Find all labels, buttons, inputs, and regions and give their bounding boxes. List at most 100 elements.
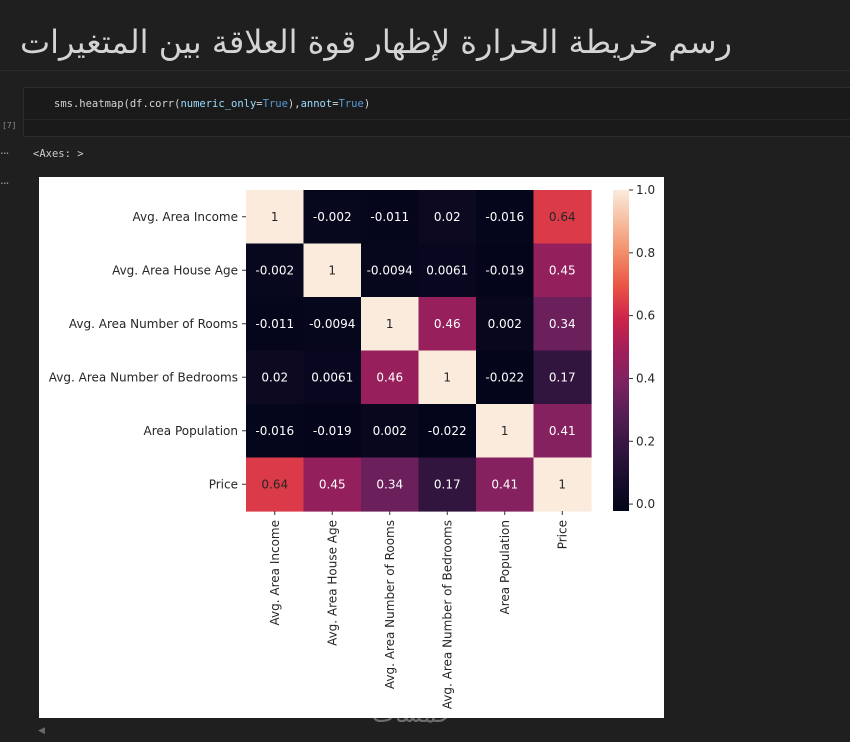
heatmap-cell [476, 243, 535, 298]
x-tick-label: Price [555, 520, 569, 549]
heatmap-cell [246, 297, 305, 352]
cell-annotation: 0.46 [434, 317, 461, 331]
cell-annotation: 0.0061 [311, 370, 353, 384]
cell-annotation: -0.011 [255, 317, 294, 331]
heatmap-cell [246, 404, 305, 459]
cell-annotation: 0.41 [549, 424, 576, 438]
cell-annotation: 1 [558, 477, 566, 491]
cell-annotation: 0.41 [491, 477, 518, 491]
scroll-left-arrow[interactable]: ◀ [38, 726, 45, 736]
output-collapse-ellipsis[interactable]: ... [0, 173, 10, 187]
cell-annotation: 0.64 [261, 477, 288, 491]
cell-annotation: 0.46 [376, 370, 403, 384]
heatmap-svg: 1 -0.002 -0.011 0.02 -0.016 0.64 -0.002 1 -0.009… [49, 183, 655, 709]
cell-annotation: 0.002 [373, 424, 407, 438]
heatmap-cell [303, 404, 362, 459]
heatmap-figure: 1 -0.002 -0.011 0.02 -0.016 0.64 -0.002 1 -0.009… [39, 177, 664, 718]
heatmap-cell [476, 457, 535, 512]
x-tick-label: Avg. Area Number of Rooms [383, 520, 397, 689]
heatmap-cell [303, 243, 362, 298]
cell-annotation: 1 [386, 317, 394, 331]
heatmap-cell [246, 243, 305, 298]
output-collapse-ellipsis[interactable]: ... [0, 143, 10, 157]
code-token-param: annot [300, 98, 333, 110]
cell-annotation: -0.002 [313, 210, 352, 224]
code-token-equals: = [332, 98, 339, 110]
cell-annotation: 1 [271, 210, 279, 224]
cell-annotation: 0.002 [488, 317, 522, 331]
heatmap-cell [246, 190, 305, 245]
code-token-param: numeric_only [180, 98, 257, 110]
code-token-keyword: True [338, 98, 364, 110]
y-tick-label: Avg. Area Number of Rooms [69, 317, 238, 331]
title-divider [0, 70, 850, 71]
code-cell[interactable]: sms.heatmap(df.corr(numeric_only=True),a… [23, 87, 850, 137]
heatmap-cell [361, 350, 420, 405]
heatmap-cell [476, 404, 535, 459]
heatmap-cell [533, 297, 592, 352]
heatmap-cell [476, 350, 535, 405]
cell-annotation: 0.02 [261, 370, 288, 384]
heatmap-cell [418, 190, 477, 245]
heatmap-cell [361, 457, 420, 512]
colorbar-tick-label: 0.2 [636, 434, 655, 448]
heatmap-cell [418, 457, 477, 512]
colorbar-tick-label: 0.8 [636, 246, 655, 260]
heatmap-cell [361, 297, 420, 352]
cell-annotation: -0.019 [485, 263, 524, 277]
x-tick-label: Avg. Area Income [268, 520, 282, 625]
heatmap-cell [418, 297, 477, 352]
heatmap-cell [246, 457, 305, 512]
cell-annotation: -0.022 [485, 370, 524, 384]
watermark: خمسات [372, 700, 453, 728]
cell-annotation: 0.02 [434, 210, 461, 224]
heatmap-cell [476, 297, 535, 352]
markdown-title: رسم خريطة الحرارة لإظهار قوة العلاقة بين… [20, 23, 732, 61]
heatmap-cell [246, 350, 305, 405]
code-token-separator: ), [287, 98, 301, 110]
cell-annotation: -0.016 [255, 424, 294, 438]
cell-annotation: 0.17 [434, 477, 461, 491]
cell-annotation: -0.016 [485, 210, 524, 224]
heatmap-cell [533, 350, 592, 405]
heatmap-cell [303, 457, 362, 512]
heatmap-cell [361, 190, 420, 245]
x-tick-label: Avg. Area House Age [325, 520, 339, 646]
heatmap-cell [533, 457, 592, 512]
heatmap-cell [533, 404, 592, 459]
cell-annotation: -0.022 [428, 424, 467, 438]
code-token-end: ) [363, 98, 371, 110]
cell-annotation: 0.45 [319, 477, 346, 491]
heatmap-cell [303, 190, 362, 245]
code-cell-divider [24, 119, 850, 120]
y-tick-label: Area Population [144, 424, 238, 438]
code-token-keyword: True [262, 98, 288, 110]
cell-annotation: -0.0094 [367, 263, 413, 277]
heatmap-cell [303, 350, 362, 405]
cell-annotation: 0.0061 [426, 263, 468, 277]
y-tick-label: Avg. Area House Age [112, 263, 238, 277]
heatmap-cell [533, 190, 592, 245]
y-tick-label: Avg. Area Income [133, 210, 238, 224]
cell-annotation: 0.45 [549, 263, 576, 277]
x-tick-label: Area Population [498, 520, 512, 614]
code-token-call: sms.heatmap(df.corr( [54, 98, 181, 110]
colorbar [613, 190, 629, 511]
cell-annotation: 1 [328, 263, 336, 277]
colorbar-tick-label: 1.0 [636, 183, 655, 197]
heatmap-cell [361, 404, 420, 459]
colorbar-tick-label: 0.4 [636, 371, 655, 385]
cell-annotation: 0.64 [549, 210, 576, 224]
x-tick-label: Avg. Area Number of Bedrooms [440, 520, 454, 709]
cell-annotation: 1 [443, 370, 451, 384]
cell-annotation: 0.34 [376, 477, 403, 491]
heatmap-cell [418, 243, 477, 298]
heatmap-cell [418, 350, 477, 405]
y-tick-label: Avg. Area Number of Bedrooms [49, 370, 238, 384]
heatmap-cell [476, 190, 535, 245]
code-line[interactable]: sms.heatmap(df.corr(numeric_only=True),a… [54, 98, 370, 110]
colorbar-tick-label: 0.0 [636, 497, 655, 511]
y-tick-label: Price [209, 477, 238, 491]
cell-annotation: -0.0094 [309, 317, 355, 331]
heatmap-cell [361, 243, 420, 298]
